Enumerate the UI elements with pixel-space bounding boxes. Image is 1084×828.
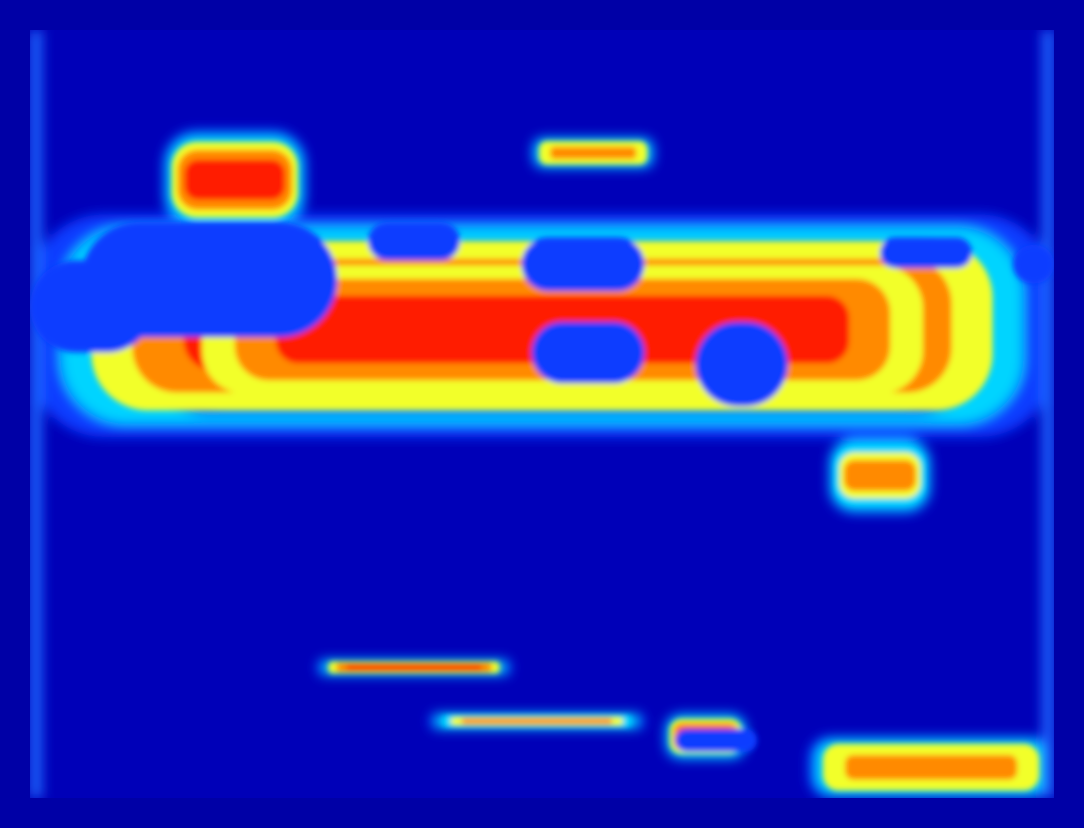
heatmap-edge-right	[1042, 30, 1054, 798]
heatmap-edge-left	[30, 30, 42, 798]
heatmap-saturated-hole	[1013, 245, 1054, 284]
heatmap-saturated-hole	[367, 222, 461, 261]
heatmap-cell-top-spike	[184, 159, 285, 200]
heatmap-saturated-hole	[531, 321, 645, 384]
heatmap-cell-lower-streak-1	[345, 664, 483, 671]
heatmap-cell-lower-streak-2	[461, 718, 613, 725]
heatmap-saturated-hole	[695, 321, 788, 407]
heatmap-cell-top-dots	[550, 146, 637, 160]
heatmap-saturated-hole	[879, 237, 973, 269]
heatmap-cell-mid-plume	[844, 460, 916, 491]
heatmap-plot	[30, 30, 1054, 798]
heatmap-saturated-hole	[675, 728, 758, 752]
heatmap-saturated-hole	[30, 260, 153, 353]
heatmap-saturated-hole	[521, 237, 645, 292]
heatmap-cell-bottom-right-spots	[845, 754, 1018, 780]
